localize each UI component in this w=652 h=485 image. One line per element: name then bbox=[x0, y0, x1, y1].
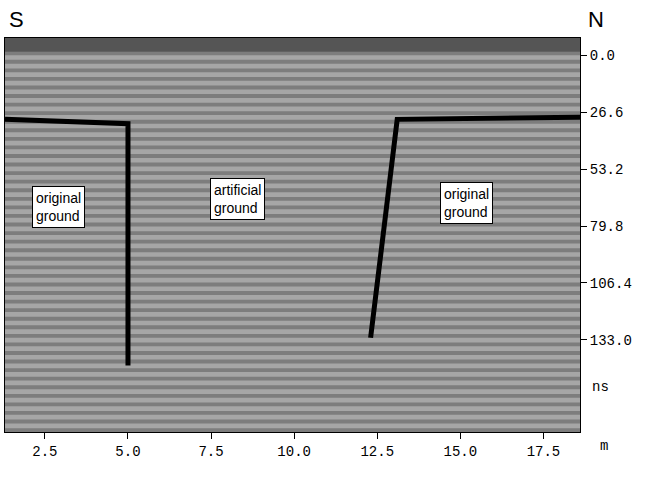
svg-text:7.5: 7.5 bbox=[198, 444, 223, 460]
svg-text:15.0: 15.0 bbox=[444, 444, 478, 460]
svg-text:originalground: originalground bbox=[444, 186, 489, 220]
svg-text:5.0: 5.0 bbox=[115, 444, 140, 460]
svg-text:17.5: 17.5 bbox=[527, 444, 561, 460]
svg-text:79.8: 79.8 bbox=[590, 219, 624, 235]
svg-text:10.0: 10.0 bbox=[277, 444, 311, 460]
svg-text:26.6: 26.6 bbox=[590, 105, 624, 121]
svg-text:S: S bbox=[9, 7, 24, 32]
svg-text:N: N bbox=[588, 7, 604, 32]
svg-text:originalground: originalground bbox=[36, 190, 81, 224]
svg-text:12.5: 12.5 bbox=[360, 444, 394, 460]
svg-text:m: m bbox=[600, 438, 608, 454]
svg-text:2.5: 2.5 bbox=[32, 444, 57, 460]
svg-text:106.4: 106.4 bbox=[590, 276, 632, 292]
svg-text:133.0: 133.0 bbox=[590, 333, 632, 349]
svg-text:artificialground: artificialground bbox=[214, 182, 261, 216]
svg-text:53.2: 53.2 bbox=[590, 162, 624, 178]
svg-text:0.0: 0.0 bbox=[590, 48, 615, 64]
svg-text:ns: ns bbox=[592, 379, 609, 395]
